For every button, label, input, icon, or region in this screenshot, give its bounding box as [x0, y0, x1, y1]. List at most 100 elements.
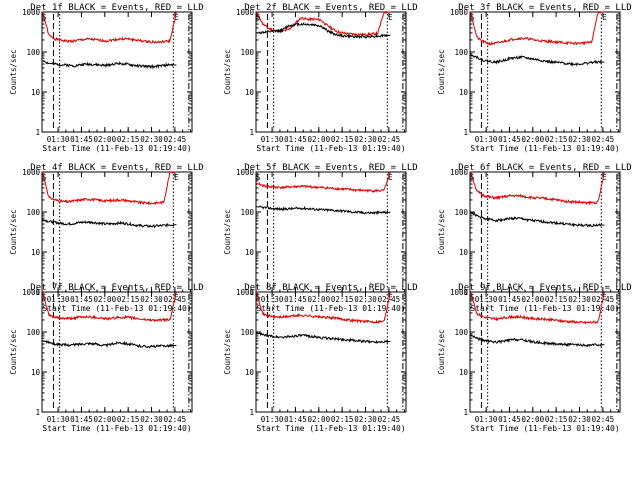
x-axis-label: Start Time (11-Feb-13 01:19:40): [256, 144, 405, 153]
series-lld-line: [42, 11, 177, 44]
y-tick-label: 1: [35, 128, 40, 137]
x-tick-label: 01:45: [284, 135, 307, 144]
panel-det-9: Det 9f BLACK = Events, RED = LLD11010010…: [437, 283, 632, 433]
chart-title: Det 1f BLACK = Events, RED = LLD: [30, 3, 203, 13]
x-tick-label: 02:45: [592, 135, 615, 144]
marker-end: E: [388, 173, 393, 182]
y-tick-label: 100: [26, 328, 40, 337]
y-tick-label: 10: [245, 88, 255, 97]
x-tick-label: 02:15: [117, 135, 140, 144]
x-tick-label: 02:30: [140, 135, 163, 144]
series-lld-line: [42, 171, 177, 206]
y-tick-label: 10: [31, 248, 41, 257]
x-tick-label: 02:45: [592, 415, 615, 424]
y-tick-label: 1000: [236, 168, 255, 177]
series-events-line: [42, 339, 177, 349]
plot-frame: [469, 171, 621, 293]
marker-end: E: [174, 293, 179, 302]
x-tick-label: 01:30: [475, 135, 498, 144]
x-tick-label: 02:15: [331, 415, 354, 424]
series-lld-line: [256, 291, 391, 324]
x-tick-label: 02:00: [94, 135, 117, 144]
series-events-line: [256, 332, 391, 345]
series-events-line: [256, 22, 391, 39]
chart-title: Det 6f BLACK = Events, RED = LLD: [458, 163, 631, 173]
x-tick-label: 02:30: [354, 295, 377, 304]
y-tick-label: 1: [463, 408, 468, 417]
series-events-line: [42, 60, 177, 70]
x-tick-label: 02:45: [164, 415, 187, 424]
y-axis-label: Counts/sec: [223, 49, 232, 94]
plot-frame: [41, 171, 193, 293]
chart-title: Det 8f BLACK = Events, RED = LLD: [244, 283, 417, 293]
x-tick-label: 01:45: [70, 135, 93, 144]
panel-det-1: Det 1f BLACK = Events, RED = LLD 1 10 100 10…: [9, 3, 204, 153]
x-tick-label: 01:45: [498, 415, 521, 424]
x-tick-label: 02:15: [117, 415, 140, 424]
y-tick-label: 100: [240, 328, 254, 337]
x-tick-label: 01:45: [70, 295, 93, 304]
y-axis-label: Counts/sec: [9, 329, 18, 374]
y-tick-label: 1000: [450, 288, 469, 297]
y-tick-label: 100: [454, 208, 468, 217]
chart-title: Det 7f BLACK = Events, RED = LLD: [30, 283, 203, 293]
y-tick-label: 10: [459, 248, 469, 257]
x-axis-label: Start Time (11-Feb-13 01:19:40): [470, 144, 619, 153]
chart-title: Det 2f BLACK = Events, RED = LLD: [244, 3, 417, 13]
y-tick-label: 1000: [22, 288, 41, 297]
chart-title: Det 5f BLACK = Events, RED = LLD: [244, 163, 417, 173]
x-tick-label: 02:15: [545, 415, 568, 424]
x-axis-label: Start Time (11-Feb-13 01:19:40): [256, 304, 405, 313]
chart-title: Det 9f BLACK = Events, RED = LLD: [458, 283, 631, 293]
x-axis-label: Start Time (11-Feb-13 01:19:40): [470, 424, 619, 433]
y-axis-label: Counts/sec: [223, 329, 232, 374]
series-lld-line: [256, 171, 391, 193]
y-tick-label: 1000: [236, 8, 255, 17]
y-tick-label: 100: [454, 48, 468, 57]
y-tick-label: 1000: [236, 288, 255, 297]
marker-start: S: [256, 173, 261, 182]
series-events-line: [470, 54, 605, 67]
panel-det-3: Det 3f BLACK = Events, RED = LLD 1 10 100 10…: [437, 3, 632, 153]
y-tick-label: 100: [240, 48, 254, 57]
series-events-line: [470, 211, 605, 228]
x-tick-label: 02:45: [378, 135, 401, 144]
y-axis-label: Counts/sec: [437, 49, 446, 94]
x-tick-label: 01:45: [498, 295, 521, 304]
y-tick-label: 1: [35, 288, 40, 297]
y-axis-label: Counts/sec: [223, 209, 232, 254]
chart-title: Det 3f BLACK = Events, RED = LLD: [458, 3, 631, 13]
series-lld-line: [42, 291, 177, 323]
x-tick-label: 02:30: [140, 415, 163, 424]
y-tick-label: 10: [245, 248, 255, 257]
x-axis-label: Start Time (11-Feb-13 01:19:40): [42, 144, 191, 153]
panel-det-6: Det 6f BLACK = Events, RED = LLD 1 10 100 10…: [437, 163, 632, 313]
panel-det-4: Det 4f BLACK = Events, RED = LLD 1 10 100 10…: [9, 163, 204, 313]
x-tick-label: 02:15: [545, 295, 568, 304]
x-tick-label: 02:15: [331, 295, 354, 304]
plot-frame: [41, 11, 193, 133]
marker-end: E: [602, 173, 607, 182]
y-tick-label: 1: [35, 408, 40, 417]
y-tick-label: 1000: [450, 8, 469, 17]
x-tick-label: 02:00: [522, 415, 545, 424]
x-tick-label: 02:00: [522, 295, 545, 304]
plot-frame: [469, 291, 621, 413]
x-tick-label: 02:00: [94, 415, 117, 424]
marker-end: E: [174, 13, 179, 22]
x-tick-label: 02:30: [568, 295, 591, 304]
x-tick-label: 02:00: [94, 295, 117, 304]
series-lld-line: [256, 11, 391, 37]
plot-frame: [41, 291, 193, 413]
x-tick-label: 02:15: [117, 295, 140, 304]
chart-title: Det 4f BLACK = Events, RED = LLD: [30, 163, 203, 173]
marker-end: E: [602, 13, 607, 22]
x-axis-label: Start Time (11-Feb-13 01:19:40): [256, 424, 405, 433]
y-tick-label: 10: [245, 368, 255, 377]
series-lld-line: [470, 11, 605, 47]
y-tick-label: 100: [240, 208, 254, 217]
series-events-line: [256, 205, 391, 216]
x-tick-label: 02:30: [354, 135, 377, 144]
x-tick-label: 01:30: [47, 135, 70, 144]
